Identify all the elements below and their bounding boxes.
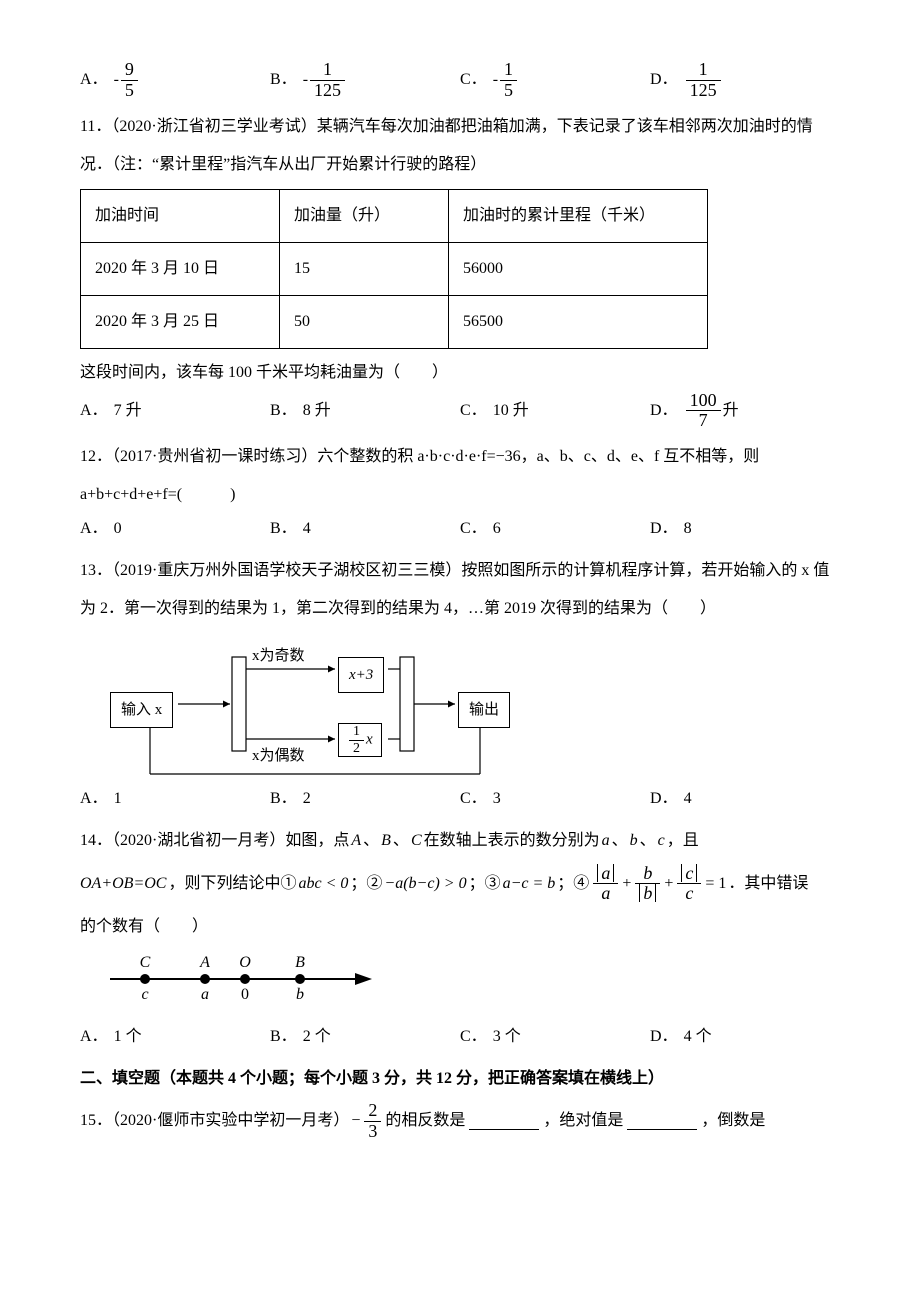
q14-stem-1: 14．（2020·湖北省初一月考）如图，点 A、 B、 C 在数轴上表示的数分别… bbox=[80, 825, 840, 857]
q11-opt-b: B．8 升 bbox=[270, 391, 460, 432]
th-time: 加油时间 bbox=[81, 189, 280, 242]
th-mileage: 加油时的累计里程（千米） bbox=[449, 189, 708, 242]
flow-output-box: 输出 bbox=[458, 692, 510, 728]
section-2-heading: 二、填空题（本题共 4 个小题；每个小题 3 分，共 12 分，把正确答案填在横… bbox=[80, 1063, 840, 1095]
q14-tail2: 的个数有（ ） bbox=[80, 911, 840, 943]
q11-stem-1: 11．（2020·浙江省初三学业考试）某辆汽车每次加油都把油箱加满，下表记录了该… bbox=[80, 111, 840, 143]
q12-options: A．0 B．4 C．6 D．8 bbox=[80, 513, 840, 545]
q12-stem-1: 12．（2017·贵州省初一课时练习）六个整数的积 a·b·c·d·e·f=−3… bbox=[80, 441, 840, 473]
nl-B: B bbox=[295, 954, 305, 971]
q11-tail: 这段时间内，该车每 100 千米平均耗油量为（ ） bbox=[80, 357, 840, 389]
q10-opt-a: A． - 95 bbox=[80, 60, 270, 101]
q13-stem-1: 13．（2019·重庆万州外国语学校天子湖校区初三三模）按照如图所示的计算机程序… bbox=[80, 555, 840, 587]
q11-table: 加油时间 加油量（升） 加油时的累计里程（千米） 2020 年 3 月 10 日… bbox=[80, 189, 708, 349]
q11-options: A．7 升 B．8 升 C．10 升 D． 1007升 bbox=[80, 391, 840, 432]
q13-flowchart: 输入 x x为奇数 x为偶数 x+3 12x 输出 bbox=[100, 629, 520, 779]
minus: - bbox=[114, 64, 119, 96]
blank-1 bbox=[469, 1113, 539, 1130]
nl-b: b bbox=[296, 986, 304, 1003]
nl-O: O bbox=[239, 954, 251, 971]
flow-input-box: 输入 x bbox=[110, 692, 173, 728]
q11-opt-c: C．10 升 bbox=[460, 391, 650, 432]
table-header-row: 加油时间 加油量（升） 加油时的累计里程（千米） bbox=[81, 189, 708, 242]
q11-opt-d: D． 1007升 bbox=[650, 391, 840, 432]
q10-opt-c: C． - 15 bbox=[460, 60, 650, 101]
nl-c: c bbox=[141, 986, 148, 1003]
flow-bottom-box: 12x bbox=[338, 723, 382, 757]
q11-opt-a: A．7 升 bbox=[80, 391, 270, 432]
flow-odd-label: x为奇数 bbox=[252, 641, 305, 671]
nl-0: 0 bbox=[241, 986, 249, 1003]
table-row: 2020 年 3 月 25 日 50 56500 bbox=[81, 295, 708, 348]
nl-C: C bbox=[140, 954, 151, 971]
q14-options: A．1 个 B．2 个 C．3 个 D．4 个 bbox=[80, 1021, 840, 1053]
q11-stem-2: 况．（注：“累计里程”指汽车从出厂开始累计行驶的路程） bbox=[80, 149, 840, 181]
q15-stem: 15．（2020·偃师市实验中学初一月考） − 23 的相反数是 ，绝对值是 ，… bbox=[80, 1101, 840, 1142]
q12-stem-2: a+b+c+d+e+f=( ) bbox=[80, 479, 840, 511]
nl-A: A bbox=[199, 954, 210, 971]
q13-stem-2: 为 2．第一次得到的结果为 1，第二次得到的结果为 4，…第 2019 次得到的… bbox=[80, 593, 840, 625]
th-amount: 加油量（升） bbox=[280, 189, 449, 242]
flow-even-label: x为偶数 bbox=[252, 741, 305, 771]
q14-numberline-icon: C A O B c a 0 b bbox=[100, 949, 380, 1009]
nl-a: a bbox=[201, 986, 209, 1003]
q10-opt-d: D． 1125 bbox=[650, 60, 840, 101]
q10-opt-b: B． - 1125 bbox=[270, 60, 460, 101]
q13-options: A．1 B．2 C．3 D．4 bbox=[80, 783, 840, 815]
q10-options: A． - 95 B． - 1125 C． - 15 D． 1125 bbox=[80, 60, 840, 101]
blank-2 bbox=[627, 1113, 697, 1130]
opt-label: A． bbox=[80, 64, 108, 96]
q14-stem-2: OA+OB=OC ，则下列结论中① abc < 0 ；② −a(b−c) > 0… bbox=[80, 863, 840, 905]
flow-top-box: x+3 bbox=[338, 657, 384, 693]
table-row: 2020 年 3 月 10 日 15 56000 bbox=[81, 242, 708, 295]
